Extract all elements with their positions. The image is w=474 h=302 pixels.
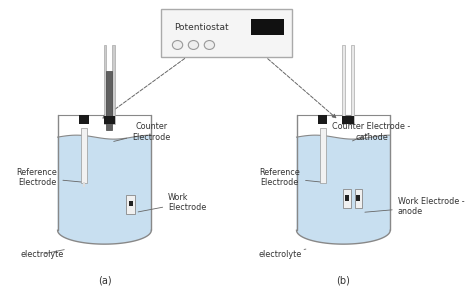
Bar: [161, 9, 292, 57]
Text: (a): (a): [98, 276, 111, 286]
Bar: [342, 45, 345, 124]
Text: Counter Electrode -
cathode: Counter Electrode - cathode: [332, 123, 410, 142]
Text: Reference
Electrode: Reference Electrode: [17, 168, 86, 188]
Bar: [351, 45, 354, 124]
Bar: [345, 194, 349, 201]
Bar: [356, 194, 360, 201]
Bar: [343, 189, 351, 208]
Text: (b): (b): [337, 276, 350, 286]
Ellipse shape: [173, 40, 182, 50]
Bar: [81, 128, 87, 183]
Text: electrolyte: electrolyte: [21, 249, 64, 259]
Text: Reference
Electrode: Reference Electrode: [259, 168, 325, 188]
Bar: [79, 115, 89, 124]
Text: electrolyte: electrolyte: [258, 249, 306, 259]
Bar: [355, 189, 362, 208]
Bar: [83, 182, 85, 187]
Text: Potentiostat: Potentiostat: [174, 23, 228, 32]
Bar: [318, 115, 328, 124]
Bar: [112, 45, 115, 124]
Bar: [126, 194, 136, 214]
Bar: [103, 45, 106, 124]
Ellipse shape: [188, 40, 199, 50]
Bar: [106, 71, 112, 130]
Bar: [342, 116, 354, 124]
Polygon shape: [297, 135, 390, 244]
Text: Work
Electrode: Work Electrode: [138, 193, 206, 212]
Text: Counter
Electrode: Counter Electrode: [114, 123, 171, 142]
Polygon shape: [58, 135, 151, 244]
Bar: [320, 128, 326, 183]
Bar: [103, 116, 115, 124]
Bar: [129, 201, 133, 207]
Bar: [251, 19, 284, 35]
Ellipse shape: [204, 40, 215, 50]
Text: Work Electrode -
anode: Work Electrode - anode: [365, 197, 465, 216]
